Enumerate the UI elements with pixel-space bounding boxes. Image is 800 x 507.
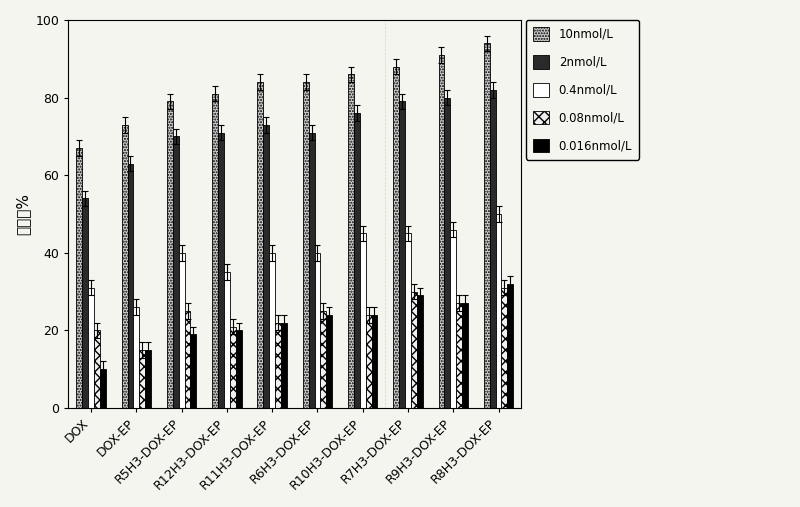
Bar (438, 55, 445, 408)
Bar (82, 198, 88, 408)
Bar (320, 311, 326, 408)
Bar (173, 136, 178, 408)
Bar (281, 322, 287, 408)
Bar (145, 350, 151, 408)
Bar (450, 230, 456, 408)
Bar (258, 82, 263, 408)
Bar (309, 132, 314, 408)
Bar (348, 75, 354, 408)
Bar (502, 288, 507, 408)
Bar (178, 253, 185, 408)
Bar (127, 164, 134, 408)
Bar (399, 101, 405, 408)
Bar (314, 253, 320, 408)
Bar (122, 125, 127, 408)
Bar (212, 94, 218, 408)
Bar (134, 307, 139, 408)
Bar (185, 311, 190, 408)
Bar (218, 132, 224, 408)
Bar (224, 272, 230, 408)
Bar (490, 90, 495, 408)
Bar (139, 350, 145, 408)
Bar (507, 284, 514, 408)
Bar (462, 303, 468, 408)
Bar (100, 369, 106, 408)
Bar (76, 148, 82, 408)
Bar (405, 233, 411, 408)
Bar (88, 288, 94, 408)
Bar (275, 322, 281, 408)
Legend: 10nmol/L, 2nmol/L, 0.4nmol/L, 0.08nmol/L, 0.016nmol/L: 10nmol/L, 2nmol/L, 0.4nmol/L, 0.08nmol/L… (526, 20, 639, 160)
Bar (366, 315, 371, 408)
Bar (354, 113, 360, 408)
Bar (236, 331, 242, 408)
Bar (270, 253, 275, 408)
Bar (167, 101, 173, 408)
Bar (495, 214, 502, 408)
Bar (230, 327, 236, 408)
Bar (445, 98, 450, 408)
Bar (190, 334, 196, 408)
Bar (302, 82, 309, 408)
Bar (263, 125, 270, 408)
Bar (326, 315, 332, 408)
Y-axis label: 抑制率%: 抑制率% (15, 193, 30, 235)
Bar (94, 331, 100, 408)
Bar (371, 315, 378, 408)
Bar (484, 43, 490, 408)
Bar (456, 303, 462, 408)
Bar (417, 296, 422, 408)
Bar (394, 66, 399, 408)
Bar (360, 233, 366, 408)
Bar (411, 292, 417, 408)
